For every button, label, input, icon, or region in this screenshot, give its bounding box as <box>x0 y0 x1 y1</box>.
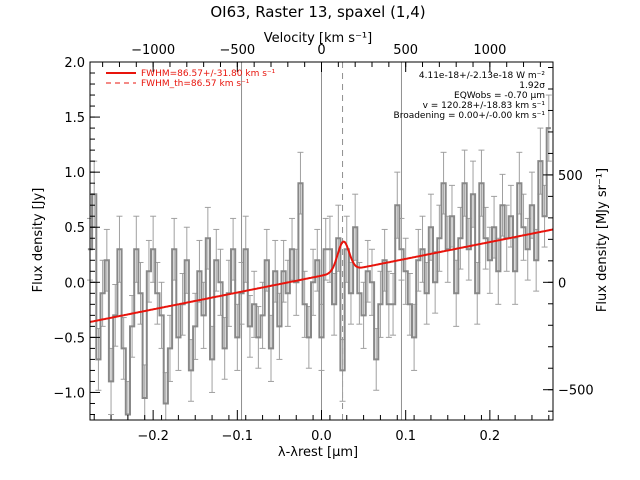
right-axis-label: Flux density [MJy sr⁻¹] <box>595 168 610 312</box>
fit-annotation: EQWobs = -0.70 μm <box>454 91 545 101</box>
fit-curve <box>89 228 554 323</box>
flux-step-line <box>87 127 551 416</box>
legend-label: FWHM_th=86.57 km s⁻¹ <box>141 79 250 89</box>
top-tick-label: −500 <box>219 43 255 58</box>
top-tick-label: 500 <box>393 43 418 58</box>
x-tick-label: −0.1 <box>222 429 254 444</box>
y-tick-label: −1.0 <box>53 386 85 401</box>
top-tick-label: −1000 <box>131 43 175 58</box>
y-tick-label: 0.0 <box>64 276 85 291</box>
x-tick-label: 0.1 <box>395 429 416 444</box>
right-tick-label: 500 <box>558 169 583 184</box>
x-tick-label: 0.0 <box>311 429 332 444</box>
error-bars <box>87 94 552 421</box>
x-tick-label: −0.2 <box>137 429 169 444</box>
right-ticks: −500 0 500 <box>543 67 594 412</box>
chart-title: OI63, Raster 13, spaxel (1,4) <box>210 3 425 21</box>
top-tick-label: 1000 <box>473 43 506 58</box>
x-tick-label: 0.2 <box>480 429 501 444</box>
bottom-ticks: −0.2 −0.1 0.0 0.1 0.2 <box>93 410 550 444</box>
fit-annotation: 4.11e-18+/-2.13e-18 W m⁻² <box>419 71 546 81</box>
fit-line <box>89 228 554 323</box>
right-tick-label: −500 <box>558 384 594 399</box>
y-tick-label: 0.5 <box>64 221 85 236</box>
left-ticks: −1.0 −0.5 0.0 0.5 1.0 1.5 2.0 <box>53 56 100 415</box>
y-axis-label: Flux density [Jy] <box>31 188 46 293</box>
y-tick-label: 1.0 <box>64 166 85 181</box>
top-ticks: −1000 −500 0 500 1000 <box>102 43 541 72</box>
fit-annotation: 1.92σ <box>519 81 545 91</box>
top-axis-label: Velocity [km s⁻¹] <box>264 31 372 46</box>
y-tick-label: 2.0 <box>64 56 85 71</box>
fit-annotation: v = 120.28+/-18.83 km s⁻¹ <box>423 101 546 111</box>
fit-annotation: Broadening = 0.00+/-0.00 km s⁻¹ <box>394 111 546 121</box>
top-tick-label: 0 <box>317 43 325 58</box>
y-tick-label: 1.5 <box>64 111 85 126</box>
x-axis-label: λ-λrest [μm] <box>278 445 358 460</box>
data-series <box>87 127 551 416</box>
legend-label: FWHM=86.57+/-31.80 km s⁻¹ <box>141 69 276 79</box>
right-tick-label: 0 <box>558 276 566 291</box>
y-tick-label: −0.5 <box>53 331 85 346</box>
